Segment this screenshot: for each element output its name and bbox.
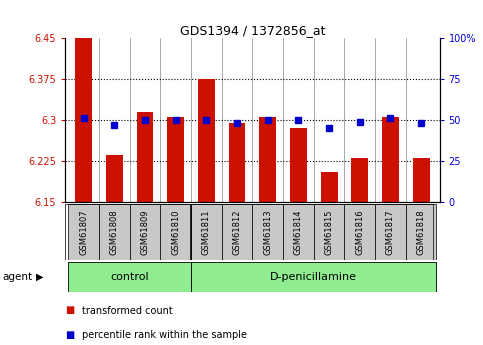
Bar bbox=[412, 158, 429, 202]
Text: GSM61815: GSM61815 bbox=[325, 209, 334, 255]
Bar bbox=[228, 122, 245, 202]
Bar bbox=[290, 128, 307, 202]
Text: agent: agent bbox=[2, 272, 32, 282]
Text: ▶: ▶ bbox=[36, 272, 44, 282]
Bar bbox=[129, 204, 160, 260]
Text: GSM61812: GSM61812 bbox=[232, 209, 242, 255]
Text: GSM61817: GSM61817 bbox=[386, 209, 395, 255]
Text: GSM61811: GSM61811 bbox=[202, 209, 211, 255]
Text: GSM61809: GSM61809 bbox=[141, 209, 149, 255]
Bar bbox=[106, 155, 123, 202]
Bar bbox=[160, 204, 191, 260]
Bar bbox=[68, 204, 99, 260]
Bar bbox=[283, 204, 314, 260]
Bar bbox=[375, 204, 406, 260]
Bar bbox=[321, 172, 338, 202]
Title: GDS1394 / 1372856_at: GDS1394 / 1372856_at bbox=[180, 24, 325, 37]
Text: percentile rank within the sample: percentile rank within the sample bbox=[82, 330, 247, 339]
Text: GSM61810: GSM61810 bbox=[171, 209, 180, 255]
Bar bbox=[351, 158, 368, 202]
Text: GSM61813: GSM61813 bbox=[263, 209, 272, 255]
Bar bbox=[406, 204, 437, 260]
Text: control: control bbox=[110, 272, 149, 282]
Bar bbox=[259, 117, 276, 202]
Bar bbox=[75, 38, 92, 202]
Bar bbox=[222, 204, 253, 260]
Bar bbox=[68, 262, 191, 292]
Text: transformed count: transformed count bbox=[82, 306, 173, 315]
Text: GSM61808: GSM61808 bbox=[110, 209, 119, 255]
Bar bbox=[191, 204, 222, 260]
Bar bbox=[137, 112, 154, 202]
Text: ■: ■ bbox=[65, 306, 74, 315]
Text: GSM61818: GSM61818 bbox=[417, 209, 426, 255]
Bar bbox=[314, 204, 344, 260]
Text: ■: ■ bbox=[65, 330, 74, 339]
Bar bbox=[253, 204, 283, 260]
Bar bbox=[167, 117, 184, 202]
Text: GSM61807: GSM61807 bbox=[79, 209, 88, 255]
Bar bbox=[191, 262, 437, 292]
Bar bbox=[198, 79, 215, 202]
Bar bbox=[99, 204, 129, 260]
Bar bbox=[382, 117, 399, 202]
Text: D-penicillamine: D-penicillamine bbox=[270, 272, 357, 282]
Text: GSM61816: GSM61816 bbox=[355, 209, 364, 255]
Bar bbox=[344, 204, 375, 260]
Text: GSM61814: GSM61814 bbox=[294, 209, 303, 255]
